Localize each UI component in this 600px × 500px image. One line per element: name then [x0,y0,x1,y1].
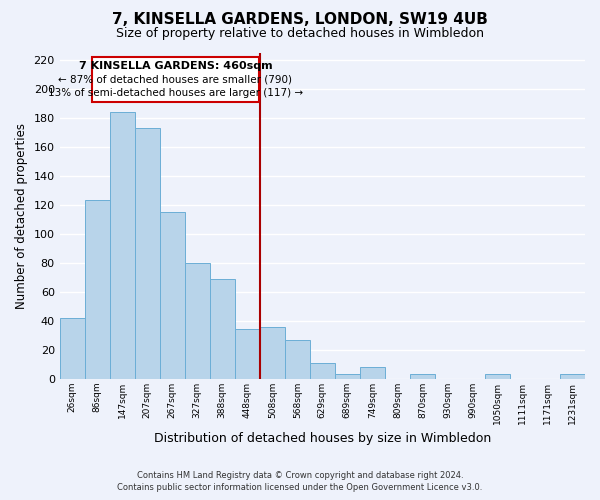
Bar [260,326,285,379]
Bar [110,112,135,379]
X-axis label: Distribution of detached houses by size in Wimbledon: Distribution of detached houses by size … [154,432,491,445]
Text: ← 87% of detached houses are smaller (790): ← 87% of detached houses are smaller (79… [58,74,292,85]
Text: Contains HM Land Registry data © Crown copyright and database right 2024.
Contai: Contains HM Land Registry data © Crown c… [118,471,482,492]
Bar [92,57,259,102]
Bar [360,367,385,379]
Bar [560,374,585,379]
Bar [410,374,435,379]
Bar [335,374,360,379]
Bar [85,200,110,379]
Bar [185,263,210,379]
Text: 7, KINSELLA GARDENS, LONDON, SW19 4UB: 7, KINSELLA GARDENS, LONDON, SW19 4UB [112,12,488,28]
Bar [285,340,310,379]
Bar [59,318,85,379]
Text: Size of property relative to detached houses in Wimbledon: Size of property relative to detached ho… [116,28,484,40]
Y-axis label: Number of detached properties: Number of detached properties [15,122,28,308]
Bar [160,212,185,379]
Bar [135,128,160,379]
Text: 7 KINSELLA GARDENS: 460sqm: 7 KINSELLA GARDENS: 460sqm [79,61,272,71]
Bar [210,278,235,379]
Text: 13% of semi-detached houses are larger (117) →: 13% of semi-detached houses are larger (… [48,88,303,98]
Bar [485,374,510,379]
Bar [310,363,335,379]
Bar [235,330,260,379]
